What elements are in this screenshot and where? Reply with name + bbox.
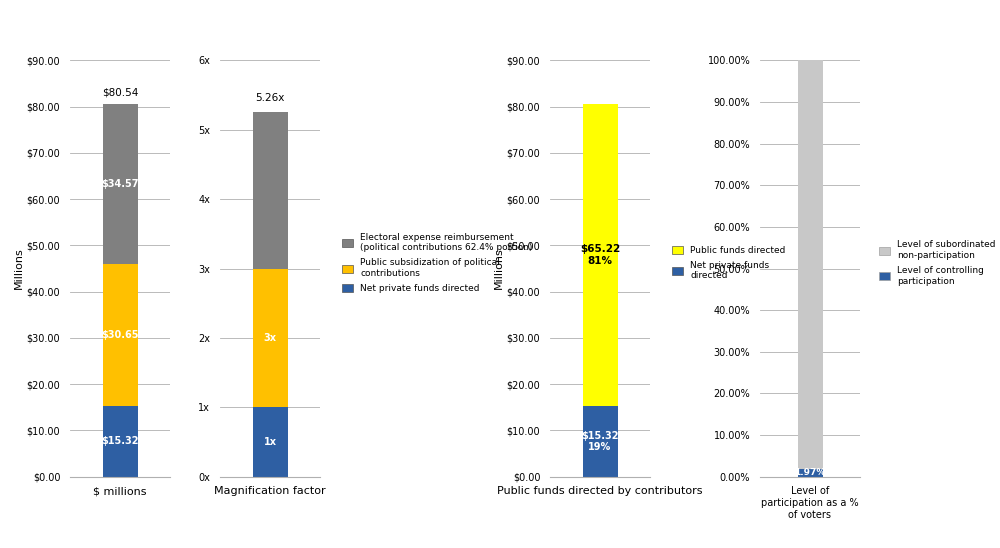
Bar (103, 406, 138, 477)
Legend: Public funds directed, Net private funds
directed: Public funds directed, Net private funds… (670, 243, 788, 283)
Text: 1x: 1x (264, 437, 276, 447)
Bar (252, 112, 288, 269)
Bar (582, 406, 618, 477)
Text: 3x: 3x (264, 333, 276, 343)
Text: $34.57: $34.57 (101, 179, 139, 189)
Text: 1.97%: 1.97% (794, 468, 826, 477)
Text: $30.65: $30.65 (101, 330, 139, 340)
Bar (103, 104, 138, 264)
Bar (103, 264, 138, 406)
Text: $15.32
19%: $15.32 19% (581, 431, 619, 452)
Text: 5.26x: 5.26x (255, 93, 285, 104)
Legend: Electoral expense reimbursement
(political contributions 62.4% portion), Public : Electoral expense reimbursement (politic… (340, 230, 535, 296)
Bar (798, 60, 822, 469)
Bar (252, 269, 288, 407)
Bar (798, 469, 822, 477)
Y-axis label: Millions: Millions (494, 248, 504, 289)
Text: $15.32: $15.32 (101, 436, 139, 446)
Bar (252, 407, 288, 477)
Legend: Level of subordinated
non-participation, Level of controlling
participation: Level of subordinated non-participation,… (877, 238, 998, 288)
Text: $80.54: $80.54 (102, 87, 138, 97)
Y-axis label: Millions: Millions (14, 248, 24, 289)
Bar (582, 104, 618, 406)
Text: $65.22
81%: $65.22 81% (580, 244, 620, 266)
